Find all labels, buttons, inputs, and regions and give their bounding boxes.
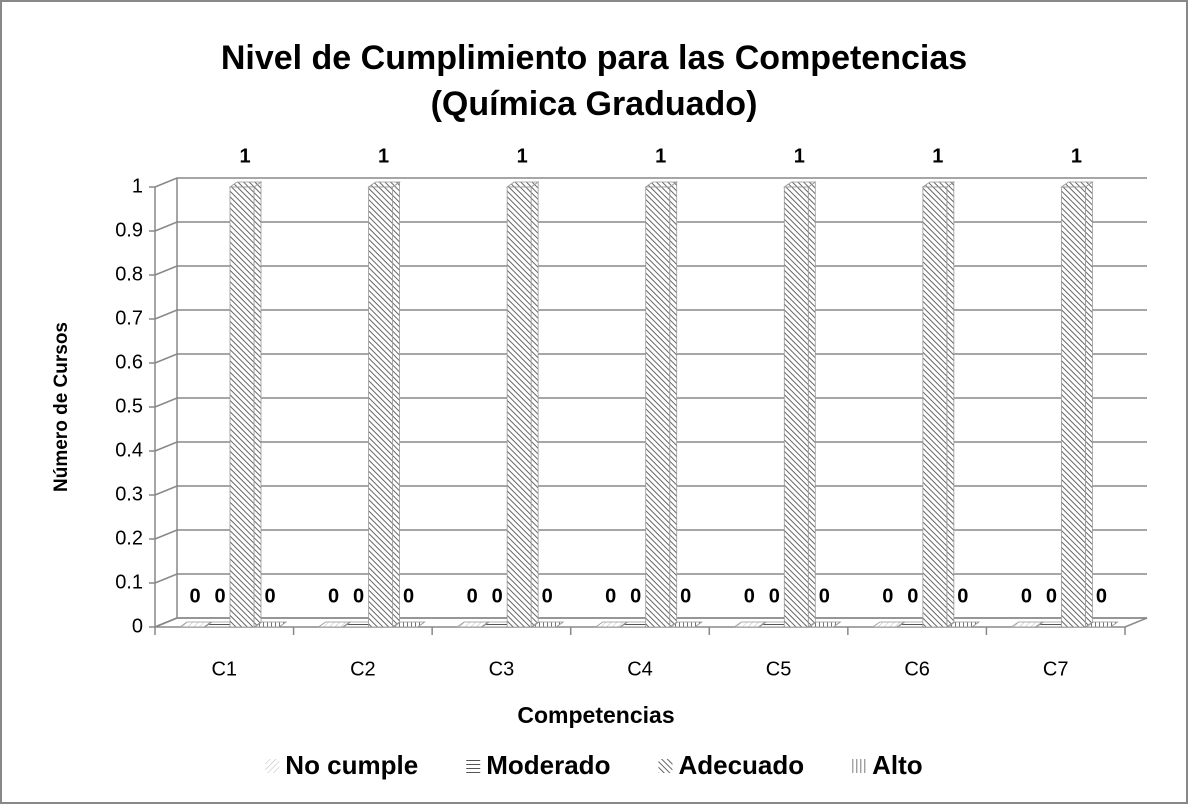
data-label: 0 <box>630 585 641 607</box>
data-label: 0 <box>907 585 918 607</box>
grid-line <box>154 309 1147 320</box>
x-tick-label: C3 <box>489 658 515 680</box>
bar-side <box>669 181 678 628</box>
x-tick-label: C7 <box>1043 658 1069 680</box>
data-label: 0 <box>882 585 893 607</box>
legend-label: Alto <box>872 750 923 780</box>
y-tick-label: 0 <box>132 615 143 637</box>
y-tick-label: 0.9 <box>115 219 143 241</box>
legend-marker <box>852 759 867 773</box>
legend-marker <box>658 759 673 773</box>
grid-line <box>154 441 1147 452</box>
x-tick-label: C2 <box>350 658 376 680</box>
grid-line <box>154 177 1147 188</box>
data-label: 0 <box>605 585 616 607</box>
data-label: 1 <box>517 145 528 167</box>
data-label: 0 <box>403 585 414 607</box>
grid-line <box>154 353 1147 364</box>
data-label: 0 <box>769 585 780 607</box>
chart-subtitle: (Química Graduado) <box>431 85 758 123</box>
data-label: 1 <box>655 145 666 167</box>
bar-side <box>807 181 816 628</box>
bar <box>922 186 948 628</box>
legend-label: Adecuado <box>678 750 804 780</box>
grid-line <box>154 573 1147 584</box>
data-label: 1 <box>932 145 943 167</box>
grid-line <box>154 397 1147 408</box>
legend-label: Moderado <box>486 750 610 780</box>
y-tick-label: 0.7 <box>115 307 143 329</box>
bar-side <box>946 181 955 628</box>
legend: No cumple Moderado Adecuado Alto <box>265 750 923 780</box>
x-tick-label: C6 <box>904 658 930 680</box>
y-tick-label: 0.3 <box>115 483 143 505</box>
data-label: 0 <box>1096 585 1107 607</box>
bar <box>229 186 255 628</box>
grid-line <box>154 265 1147 276</box>
data-label: 1 <box>794 145 805 167</box>
legend-label: No cumple <box>285 750 418 780</box>
bar <box>506 186 532 628</box>
legend-marker <box>265 759 280 773</box>
data-label: 0 <box>214 585 225 607</box>
bar <box>368 186 393 628</box>
y-tick-label: 0.8 <box>115 263 143 285</box>
bar <box>645 186 671 628</box>
data-label: 0 <box>680 585 691 607</box>
grid-line <box>154 617 1147 628</box>
data-label: 1 <box>1071 145 1082 167</box>
data-label: 0 <box>353 585 364 607</box>
legend-marker <box>466 759 481 773</box>
data-label: 0 <box>467 585 478 607</box>
y-tick-label: 0.2 <box>115 527 143 549</box>
bar <box>1061 186 1086 628</box>
y-tick-label: 0.1 <box>115 571 143 593</box>
y-axis-title: Número de Cursos <box>51 322 72 492</box>
data-label: 0 <box>819 585 830 607</box>
data-label: 1 <box>239 145 250 167</box>
data-label: 1 <box>378 145 389 167</box>
grid-line <box>154 485 1147 496</box>
data-label: 0 <box>492 585 503 607</box>
bar <box>783 186 809 628</box>
data-label: 0 <box>1021 585 1032 607</box>
data-label: 0 <box>328 585 339 607</box>
bar-side <box>1085 181 1093 628</box>
y-tick-label: 0.6 <box>115 351 143 373</box>
data-label: 0 <box>1046 585 1057 607</box>
bar-side <box>253 181 262 628</box>
chart-title: Nivel de Cumplimiento para las Competenc… <box>221 39 967 77</box>
x-axis-title: Competencias <box>517 702 674 728</box>
x-tick-label: C5 <box>766 658 792 680</box>
y-tick-label: 0.4 <box>115 439 143 461</box>
data-label: 0 <box>189 585 200 607</box>
y-tick-label: 1 <box>132 175 143 197</box>
data-label: 0 <box>542 585 553 607</box>
bar-side <box>392 181 400 628</box>
y-tick-label: 0.5 <box>115 395 143 417</box>
x-tick-label: C1 <box>211 658 237 680</box>
data-label: 0 <box>264 585 275 607</box>
data-label: 0 <box>744 585 755 607</box>
data-label: 0 <box>957 585 968 607</box>
grid-line <box>154 221 1147 232</box>
bar-side <box>530 181 539 628</box>
x-tick-label: C4 <box>627 658 653 680</box>
grid-line <box>154 529 1147 540</box>
